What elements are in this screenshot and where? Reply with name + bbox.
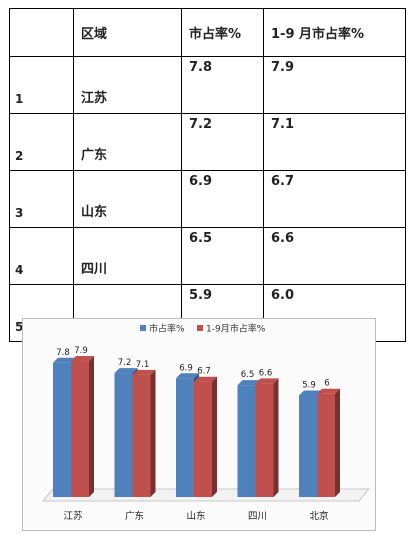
bar [317, 393, 335, 497]
bar-side [89, 356, 94, 497]
market-share-bar-chart: 市占率% 1-9月市占率% 7.8 7.9 江苏 7.2 7.1 广东 6.9 6.7 山东 6.5 6… [22, 318, 376, 531]
category-label: 山东 [186, 510, 205, 522]
bar-top [176, 373, 199, 379]
bar-side [150, 369, 156, 497]
share-ytd-cell: 6.6 [263, 227, 406, 285]
category-label: 广东 [125, 510, 144, 522]
share-cell: 6.9 [181, 170, 264, 228]
rank-cell: 3 [9, 170, 74, 228]
bar [114, 373, 133, 497]
data-label: 7.8 [56, 348, 70, 358]
table-row: 3 山东 6.9 6.7 [9, 170, 406, 228]
legend-swatch [140, 325, 146, 331]
bar-top [132, 369, 156, 375]
data-label: 6.7 [197, 367, 211, 377]
bar-top [255, 378, 279, 384]
share-cell: 6.5 [181, 227, 264, 285]
bar-top [194, 376, 217, 382]
header-share: 市占率% [181, 8, 264, 57]
market-share-table: 区域 市占率% 1-9 月市占率% 1 江苏 7.8 7.9 2 广东 7.2 … [9, 8, 406, 342]
share-ytd-cell: 7.1 [263, 113, 406, 171]
header-share-ytd: 1-9 月市占率% [263, 8, 406, 57]
bar [176, 378, 194, 497]
rank-cell: 4 [9, 227, 74, 285]
bar-side [212, 376, 217, 497]
region-cell: 四川 [73, 227, 182, 285]
share-ytd-cell: 7.9 [263, 56, 406, 114]
bar [255, 383, 274, 497]
bar-top [53, 357, 76, 363]
bar [53, 362, 71, 497]
data-label: 6 [324, 379, 329, 389]
share-cell: 7.2 [181, 113, 264, 171]
rank-cell: 2 [9, 113, 74, 171]
data-label: 7.2 [118, 358, 132, 368]
legend-swatch [197, 325, 203, 331]
rank-cell: 1 [9, 56, 74, 114]
legend-label: 市占率% [149, 323, 185, 335]
data-label: 7.9 [74, 346, 88, 356]
table-row: 2 广东 7.2 7.1 [9, 113, 406, 171]
share-cell: 7.8 [181, 56, 264, 114]
data-label: 5.9 [302, 380, 316, 390]
bar [194, 381, 212, 497]
chart-canvas: 市占率% 1-9月市占率% 7.8 7.9 江苏 7.2 7.1 广东 6.9 6.7 山东 6.5 6… [41, 323, 371, 522]
category-label: 北京 [309, 510, 328, 522]
header-rank [9, 8, 74, 57]
category-label: 四川 [248, 511, 267, 522]
table-row: 4 四川 6.5 6.6 [9, 227, 406, 285]
legend-label: 1-9月市占率% [206, 323, 266, 335]
bar [299, 395, 317, 497]
data-label: 6.9 [179, 363, 193, 373]
data-label: 6.6 [259, 368, 273, 378]
table-row: 1 江苏 7.8 7.9 [9, 56, 406, 114]
table-header-row: 区域 市占率% 1-9 月市占率% [9, 8, 406, 57]
bar [237, 385, 256, 497]
bar [71, 361, 89, 497]
bar-side [273, 378, 279, 497]
data-label: 6.5 [241, 370, 255, 380]
region-cell: 广东 [73, 113, 182, 171]
bar-top [237, 380, 261, 386]
bar-top [299, 390, 322, 396]
region-cell: 山东 [73, 170, 182, 228]
region-cell: 江苏 [73, 56, 182, 114]
data-label: 7.1 [136, 360, 150, 370]
bar-top [114, 368, 138, 374]
bar-top [317, 388, 340, 394]
header-region: 区域 [73, 8, 182, 57]
bar [132, 374, 151, 497]
bar-side [335, 388, 340, 497]
bar-top [71, 356, 94, 362]
category-label: 江苏 [63, 510, 83, 522]
share-ytd-cell: 6.7 [263, 170, 406, 228]
